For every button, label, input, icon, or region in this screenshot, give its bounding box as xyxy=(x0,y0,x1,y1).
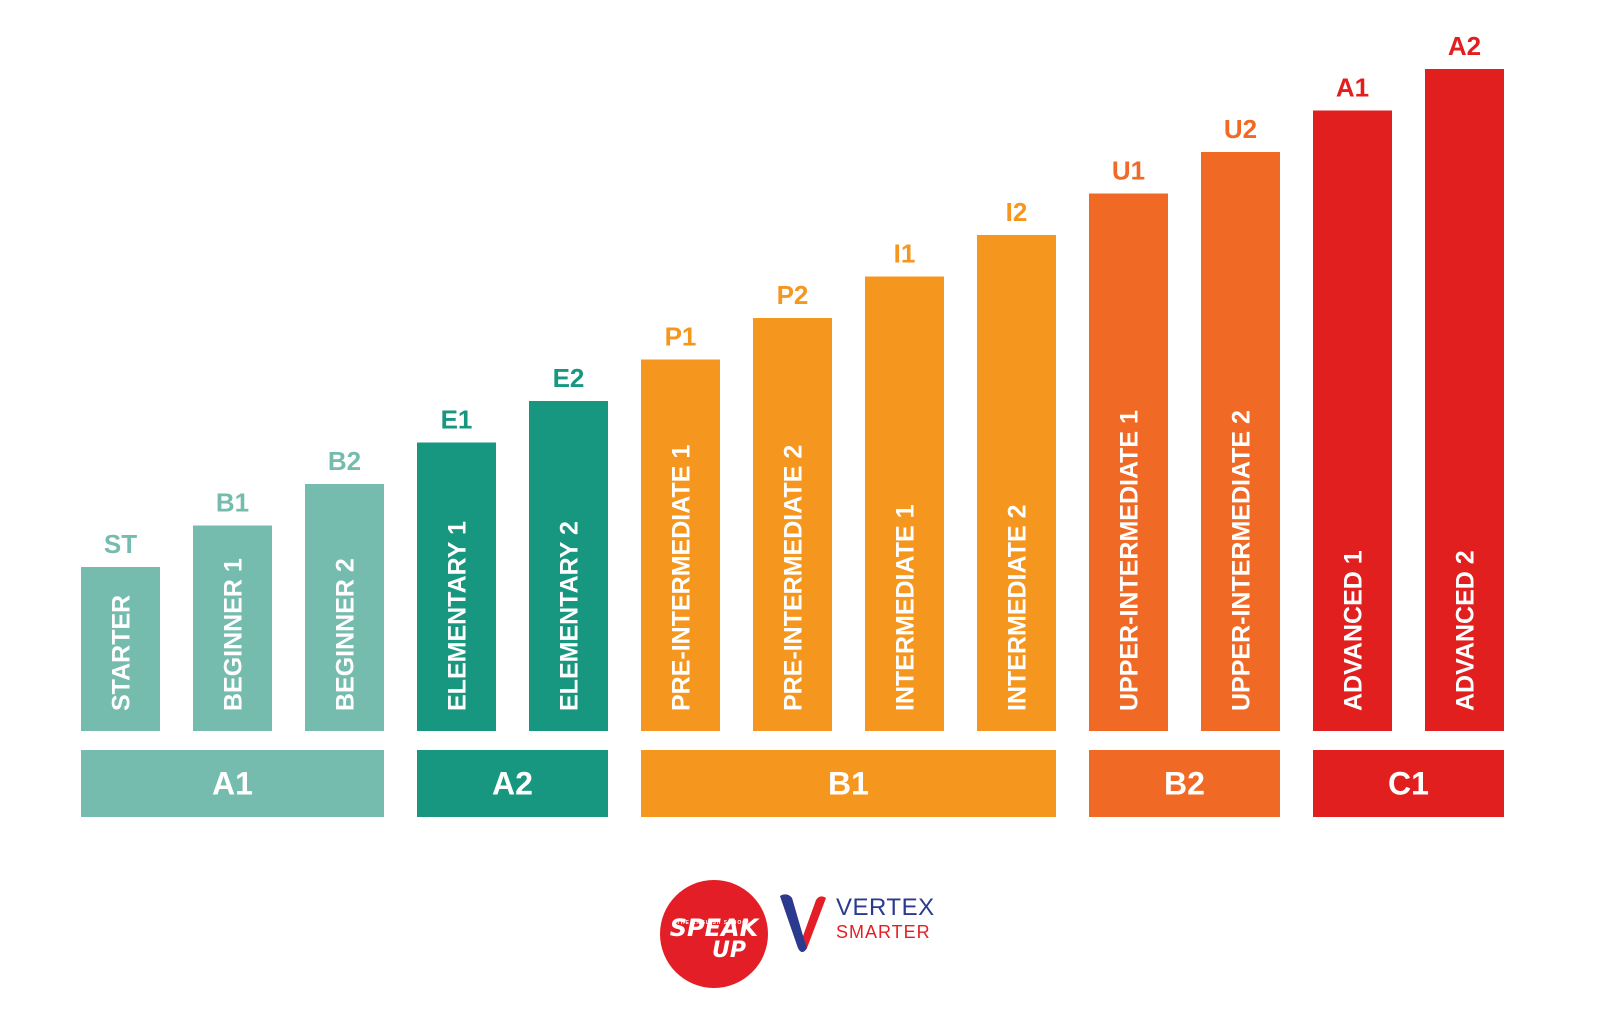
bar-upper-intermediate-1 xyxy=(1089,193,1168,731)
speakup-word-speak: SPEAK xyxy=(669,914,759,942)
bar-beginner-2 xyxy=(305,484,384,731)
level-group-a1 xyxy=(81,750,384,817)
level-group-label: A1 xyxy=(212,766,253,802)
bar-name-label: ELEMENTARY 2 xyxy=(556,521,584,711)
bar-name-label: BEGINNER 2 xyxy=(332,558,360,711)
bar-starter xyxy=(81,567,160,731)
bar-intermediate-1 xyxy=(865,276,944,731)
bar-name-label: PRE-INTERMEDIATE 1 xyxy=(668,445,696,711)
bar-code-label: E2 xyxy=(553,363,585,393)
vertex-tagline: SMARTER xyxy=(836,922,931,942)
bar-code-label: P2 xyxy=(777,280,809,310)
vertex-name: VERTEX xyxy=(836,894,935,921)
level-group-c1 xyxy=(1313,750,1504,817)
level-group-label: A2 xyxy=(492,766,533,802)
speakup-word-up: UP xyxy=(712,938,746,963)
bar-name-label: INTERMEDIATE 2 xyxy=(1004,505,1032,712)
bar-code-label: P1 xyxy=(665,322,697,352)
bar-name-label: STARTER xyxy=(108,595,136,711)
bar-code-label: U2 xyxy=(1224,114,1257,144)
speakup-logo: THE ENGLISH SCHOOL SPEAK UP xyxy=(660,880,768,988)
bar-code-label: I2 xyxy=(1006,197,1028,227)
bar-intermediate-2 xyxy=(977,235,1056,731)
bar-name-label: ADVANCED 1 xyxy=(1340,550,1368,711)
bar-pre-intermediate-1 xyxy=(641,359,720,731)
bar-code-label: I1 xyxy=(894,239,916,269)
bar-elementary-1 xyxy=(417,442,496,731)
level-group-label: B2 xyxy=(1164,766,1205,802)
bar-code-label: A2 xyxy=(1448,31,1481,61)
bar-name-label: INTERMEDIATE 1 xyxy=(892,504,920,711)
level-group-b1 xyxy=(641,750,1056,817)
bar-code-label: ST xyxy=(104,529,137,559)
bar-name-label: ADVANCED 2 xyxy=(1452,550,1480,711)
footer-logos: THE ENGLISH SCHOOL SPEAK UP VERTEX SMART… xyxy=(660,880,960,990)
bar-advanced-1 xyxy=(1313,110,1392,731)
speakup-tagline: THE ENGLISH SCHOOL xyxy=(676,920,752,926)
level-group-a2 xyxy=(417,750,608,817)
level-group-label: B1 xyxy=(828,766,869,802)
bar-name-label: UPPER-INTERMEDIATE 2 xyxy=(1228,410,1256,711)
bar-code-label: U1 xyxy=(1112,156,1145,186)
bar-code-label: E1 xyxy=(441,405,473,435)
bar-name-label: BEGINNER 1 xyxy=(220,558,248,711)
bar-name-label: PRE-INTERMEDIATE 2 xyxy=(780,445,808,711)
bar-upper-intermediate-2 xyxy=(1201,152,1280,731)
bar-pre-intermediate-2 xyxy=(753,318,832,731)
bar-code-label: A1 xyxy=(1336,73,1369,103)
vertex-v-icon xyxy=(780,894,826,952)
cefr-level-bar-chart: ST STARTER B1 BEGINNER 1 B2 BEGINNER 2 E1 ELEME… xyxy=(81,31,1504,817)
level-group-b2 xyxy=(1089,750,1280,817)
bar-code-label: B2 xyxy=(328,446,361,476)
level-group-label: C1 xyxy=(1388,766,1429,802)
bar-code-label: B1 xyxy=(216,488,249,518)
bar-name-label: UPPER-INTERMEDIATE 1 xyxy=(1116,410,1144,711)
bar-advanced-2 xyxy=(1425,69,1504,731)
bar-name-label: ELEMENTARY 1 xyxy=(444,521,472,711)
bar-elementary-2 xyxy=(529,401,608,731)
bar-beginner-1 xyxy=(193,525,272,731)
